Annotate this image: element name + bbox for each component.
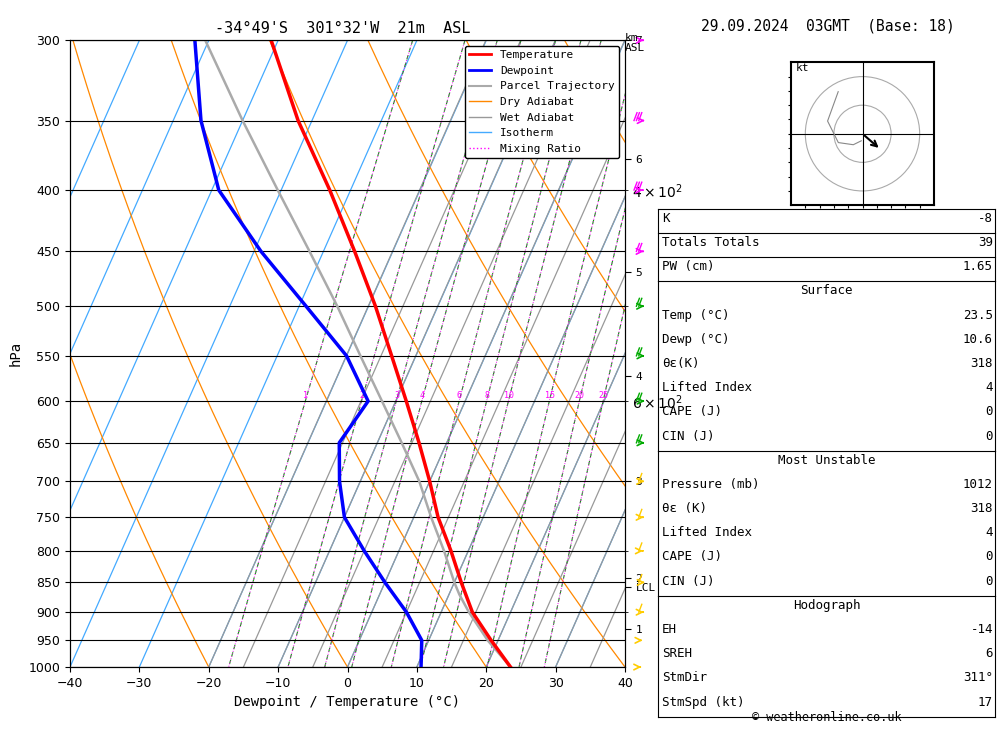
Text: 6: 6 (986, 647, 993, 660)
Text: 25: 25 (598, 391, 608, 400)
Text: 318: 318 (970, 357, 993, 370)
Text: 10: 10 (504, 391, 514, 400)
Text: -8: -8 (978, 212, 993, 225)
Text: CAPE (J): CAPE (J) (662, 550, 722, 564)
Text: 39: 39 (978, 236, 993, 249)
Text: 15: 15 (545, 391, 555, 400)
Text: 10.6: 10.6 (963, 333, 993, 346)
Text: Temp (°C): Temp (°C) (662, 309, 730, 322)
Text: Totals Totals: Totals Totals (662, 236, 760, 249)
Text: EH: EH (662, 623, 677, 636)
Text: 20: 20 (575, 391, 585, 400)
Text: 23.5: 23.5 (963, 309, 993, 322)
Text: 3: 3 (394, 391, 399, 400)
Text: 0: 0 (986, 575, 993, 588)
Y-axis label: hPa: hPa (9, 341, 23, 366)
Text: 4: 4 (986, 526, 993, 539)
Text: PW (cm): PW (cm) (662, 260, 714, 273)
Text: 0: 0 (986, 405, 993, 419)
Text: 318: 318 (970, 502, 993, 515)
Text: 17: 17 (978, 696, 993, 709)
Text: StmDir: StmDir (662, 671, 707, 685)
Text: CIN (J): CIN (J) (662, 430, 714, 443)
Text: θε (K): θε (K) (662, 502, 707, 515)
Text: km
ASL: km ASL (625, 33, 645, 53)
Text: 1: 1 (303, 391, 308, 400)
Text: K: K (662, 212, 670, 225)
Text: 6: 6 (457, 391, 462, 400)
Text: Lifted Index: Lifted Index (662, 381, 752, 394)
Text: 2: 2 (359, 391, 364, 400)
Text: 4: 4 (420, 391, 425, 400)
Text: Lifted Index: Lifted Index (662, 526, 752, 539)
Text: © weatheronline.co.uk: © weatheronline.co.uk (752, 711, 901, 724)
Text: Hodograph: Hodograph (793, 599, 860, 612)
Legend: Temperature, Dewpoint, Parcel Trajectory, Dry Adiabat, Wet Adiabat, Isotherm, Mi: Temperature, Dewpoint, Parcel Trajectory… (465, 46, 619, 158)
X-axis label: Dewpoint / Temperature (°C): Dewpoint / Temperature (°C) (234, 696, 461, 710)
Text: Surface: Surface (800, 284, 853, 298)
Text: -14: -14 (970, 623, 993, 636)
Text: 8: 8 (484, 391, 489, 400)
Text: 311°: 311° (963, 671, 993, 685)
Text: 0: 0 (986, 430, 993, 443)
Text: 29.09.2024  03GMT  (Base: 18): 29.09.2024 03GMT (Base: 18) (701, 18, 954, 33)
Text: CIN (J): CIN (J) (662, 575, 714, 588)
Text: Most Unstable: Most Unstable (778, 454, 875, 467)
Text: 0: 0 (986, 550, 993, 564)
Text: Dewp (°C): Dewp (°C) (662, 333, 730, 346)
Text: 1.65: 1.65 (963, 260, 993, 273)
Text: 1012: 1012 (963, 478, 993, 491)
Text: SREH: SREH (662, 647, 692, 660)
Text: θε(K): θε(K) (662, 357, 700, 370)
Text: Pressure (mb): Pressure (mb) (662, 478, 760, 491)
Text: kt: kt (795, 63, 809, 73)
Text: CAPE (J): CAPE (J) (662, 405, 722, 419)
Text: -34°49'S  301°32'W  21m  ASL: -34°49'S 301°32'W 21m ASL (215, 21, 470, 35)
Text: StmSpd (kt): StmSpd (kt) (662, 696, 744, 709)
Text: 4: 4 (986, 381, 993, 394)
